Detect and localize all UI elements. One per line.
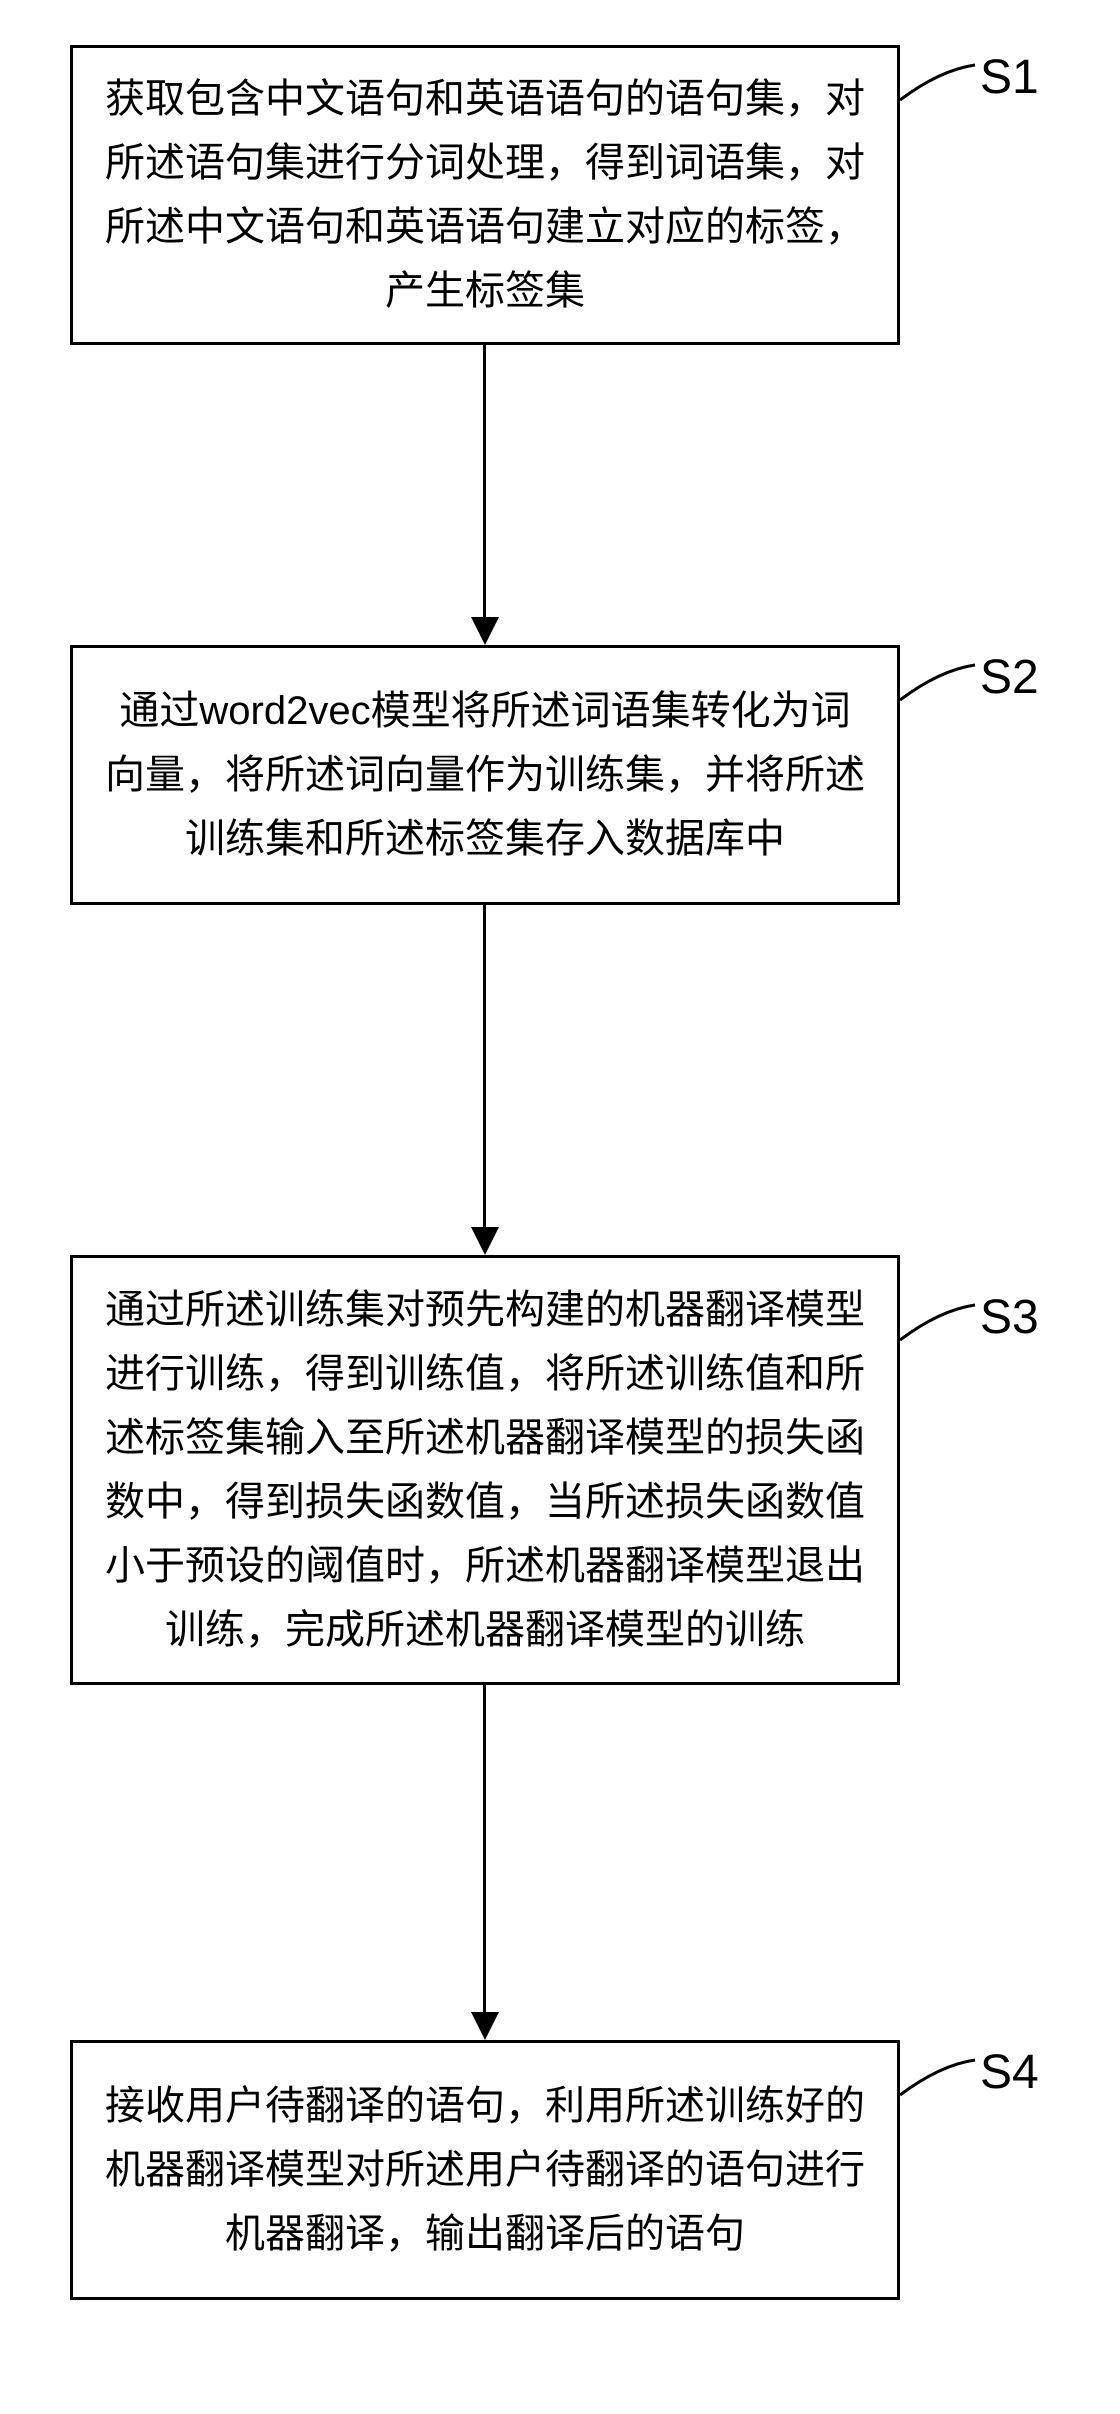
label-connector-s4 — [0, 0, 1120, 2200]
flowchart-container: 获取包含中文语句和英语语句的语句集，对所述语句集进行分词处理，得到词语集，对所述… — [0, 0, 1120, 2414]
